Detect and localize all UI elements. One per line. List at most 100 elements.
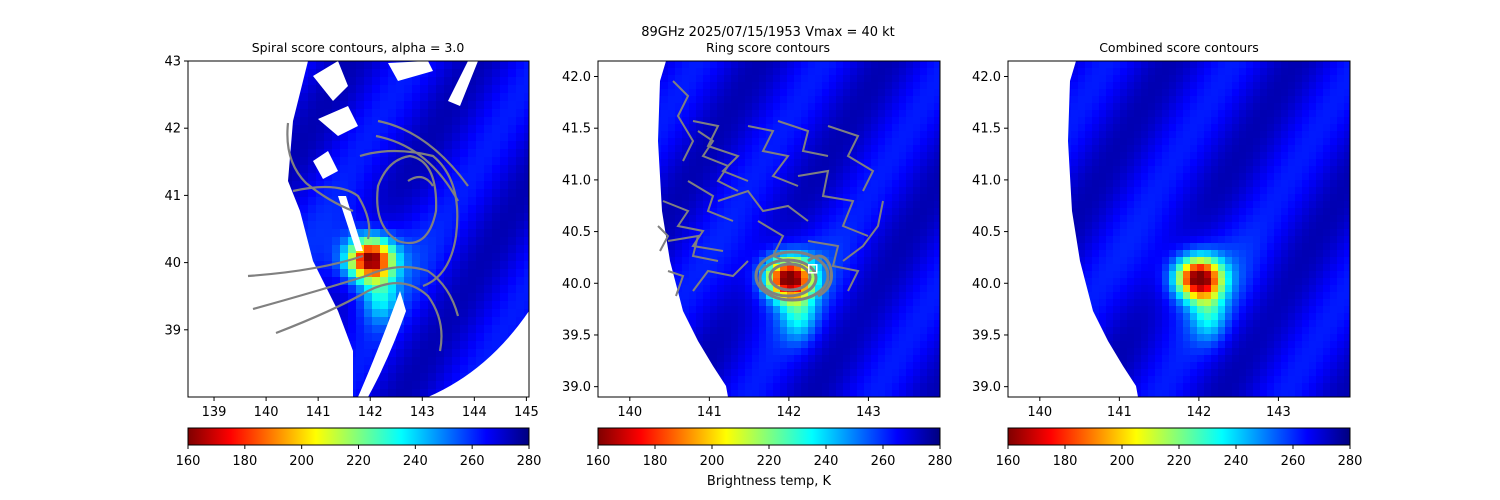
heat-cell	[1106, 145, 1114, 153]
heat-cell	[878, 75, 886, 83]
heat-cell	[920, 285, 928, 293]
heat-cell	[794, 313, 802, 321]
heat-cell	[850, 138, 858, 146]
heat-cell	[878, 187, 886, 195]
heat-cell	[829, 348, 837, 356]
heat-cell	[738, 131, 746, 139]
heat-cell	[372, 245, 381, 254]
heat-cell	[1204, 159, 1212, 167]
heat-cell	[913, 271, 921, 279]
heat-cell	[452, 157, 461, 166]
heat-cell	[1078, 159, 1086, 167]
heat-cell	[675, 138, 683, 146]
heat-cell	[906, 110, 914, 118]
heat-cell	[420, 93, 429, 102]
heat-cell	[745, 278, 753, 286]
heat-cell	[1190, 159, 1198, 167]
heat-cell	[920, 355, 928, 363]
heat-cell	[843, 306, 851, 314]
heat-cell	[412, 309, 421, 318]
heat-cell	[766, 327, 774, 335]
heat-cell	[1232, 75, 1240, 83]
y-tick-label: 39.5	[562, 328, 591, 343]
heat-cell	[356, 117, 365, 126]
heat-cell	[1232, 159, 1240, 167]
heat-cell	[913, 285, 921, 293]
heat-cell	[468, 189, 477, 198]
heat-cell	[668, 82, 676, 90]
heat-cell	[468, 205, 477, 214]
heat-cell	[871, 201, 879, 209]
heat-cell	[836, 285, 844, 293]
heat-cell	[752, 355, 760, 363]
heat-cell	[836, 152, 844, 160]
heat-cell	[444, 141, 453, 150]
heat-cell	[1162, 96, 1170, 104]
heat-cell	[787, 166, 795, 174]
heat-cell	[794, 103, 802, 111]
heat-cell	[703, 89, 711, 97]
heat-cell	[731, 299, 739, 307]
heat-cell	[1267, 103, 1275, 111]
heat-cell	[794, 166, 802, 174]
heat-cell	[696, 208, 704, 216]
panel-title: Spiral score contours, alpha = 3.0	[252, 40, 465, 55]
heat-cell	[738, 152, 746, 160]
heat-cell	[404, 309, 413, 318]
heat-cell	[794, 327, 802, 335]
heat-cell	[428, 301, 437, 310]
heat-cell	[899, 145, 907, 153]
heat-cell	[1141, 82, 1149, 90]
heat-cell	[1344, 89, 1350, 97]
heat-cell	[801, 110, 809, 118]
heat-cell	[1155, 82, 1163, 90]
heat-cell	[682, 173, 690, 181]
heat-cell	[372, 333, 381, 342]
heat-cell	[668, 110, 676, 118]
heat-cell	[808, 117, 816, 125]
heat-cell	[500, 197, 509, 206]
heat-cell	[1120, 103, 1128, 111]
heat-cell	[1085, 82, 1093, 90]
heat-cell	[787, 306, 795, 314]
heat-cell	[815, 243, 823, 251]
heat-cell	[731, 110, 739, 118]
heat-cell	[1232, 89, 1240, 97]
heat-cell	[829, 145, 837, 153]
heat-cell	[724, 75, 732, 83]
heat-cell	[920, 215, 928, 223]
heat-cell	[927, 110, 935, 118]
heat-cell	[316, 205, 325, 214]
heat-cell	[696, 327, 704, 335]
heat-cell	[1148, 138, 1156, 146]
heat-cell	[836, 369, 844, 377]
heat-cell	[661, 152, 669, 160]
heat-cell	[300, 149, 309, 158]
heat-cell	[524, 101, 529, 110]
heat-cell	[1204, 82, 1212, 90]
heat-cell	[1225, 124, 1233, 132]
heat-cell	[773, 355, 781, 363]
heat-cell	[1295, 89, 1303, 97]
heat-cell	[436, 197, 445, 206]
heat-cell	[913, 152, 921, 160]
heat-cell	[1316, 138, 1324, 146]
heat-cell	[822, 159, 830, 167]
heat-cell	[1127, 152, 1135, 160]
colorbar-tick-label: 240	[814, 454, 839, 469]
heat-cell	[836, 96, 844, 104]
heat-cell	[1113, 117, 1121, 125]
heat-cell	[332, 261, 341, 270]
heat-cell	[703, 299, 711, 307]
heat-cell	[724, 201, 732, 209]
heat-cell	[444, 101, 453, 110]
heat-cell	[766, 75, 774, 83]
heat-cell	[927, 166, 935, 174]
heat-cell	[738, 292, 746, 300]
heat-cell	[524, 93, 529, 102]
heat-cell	[1260, 96, 1268, 104]
heat-cell	[1099, 117, 1107, 125]
heat-cell	[380, 189, 389, 198]
heat-cell	[1127, 124, 1135, 132]
heat-cell	[1281, 124, 1289, 132]
